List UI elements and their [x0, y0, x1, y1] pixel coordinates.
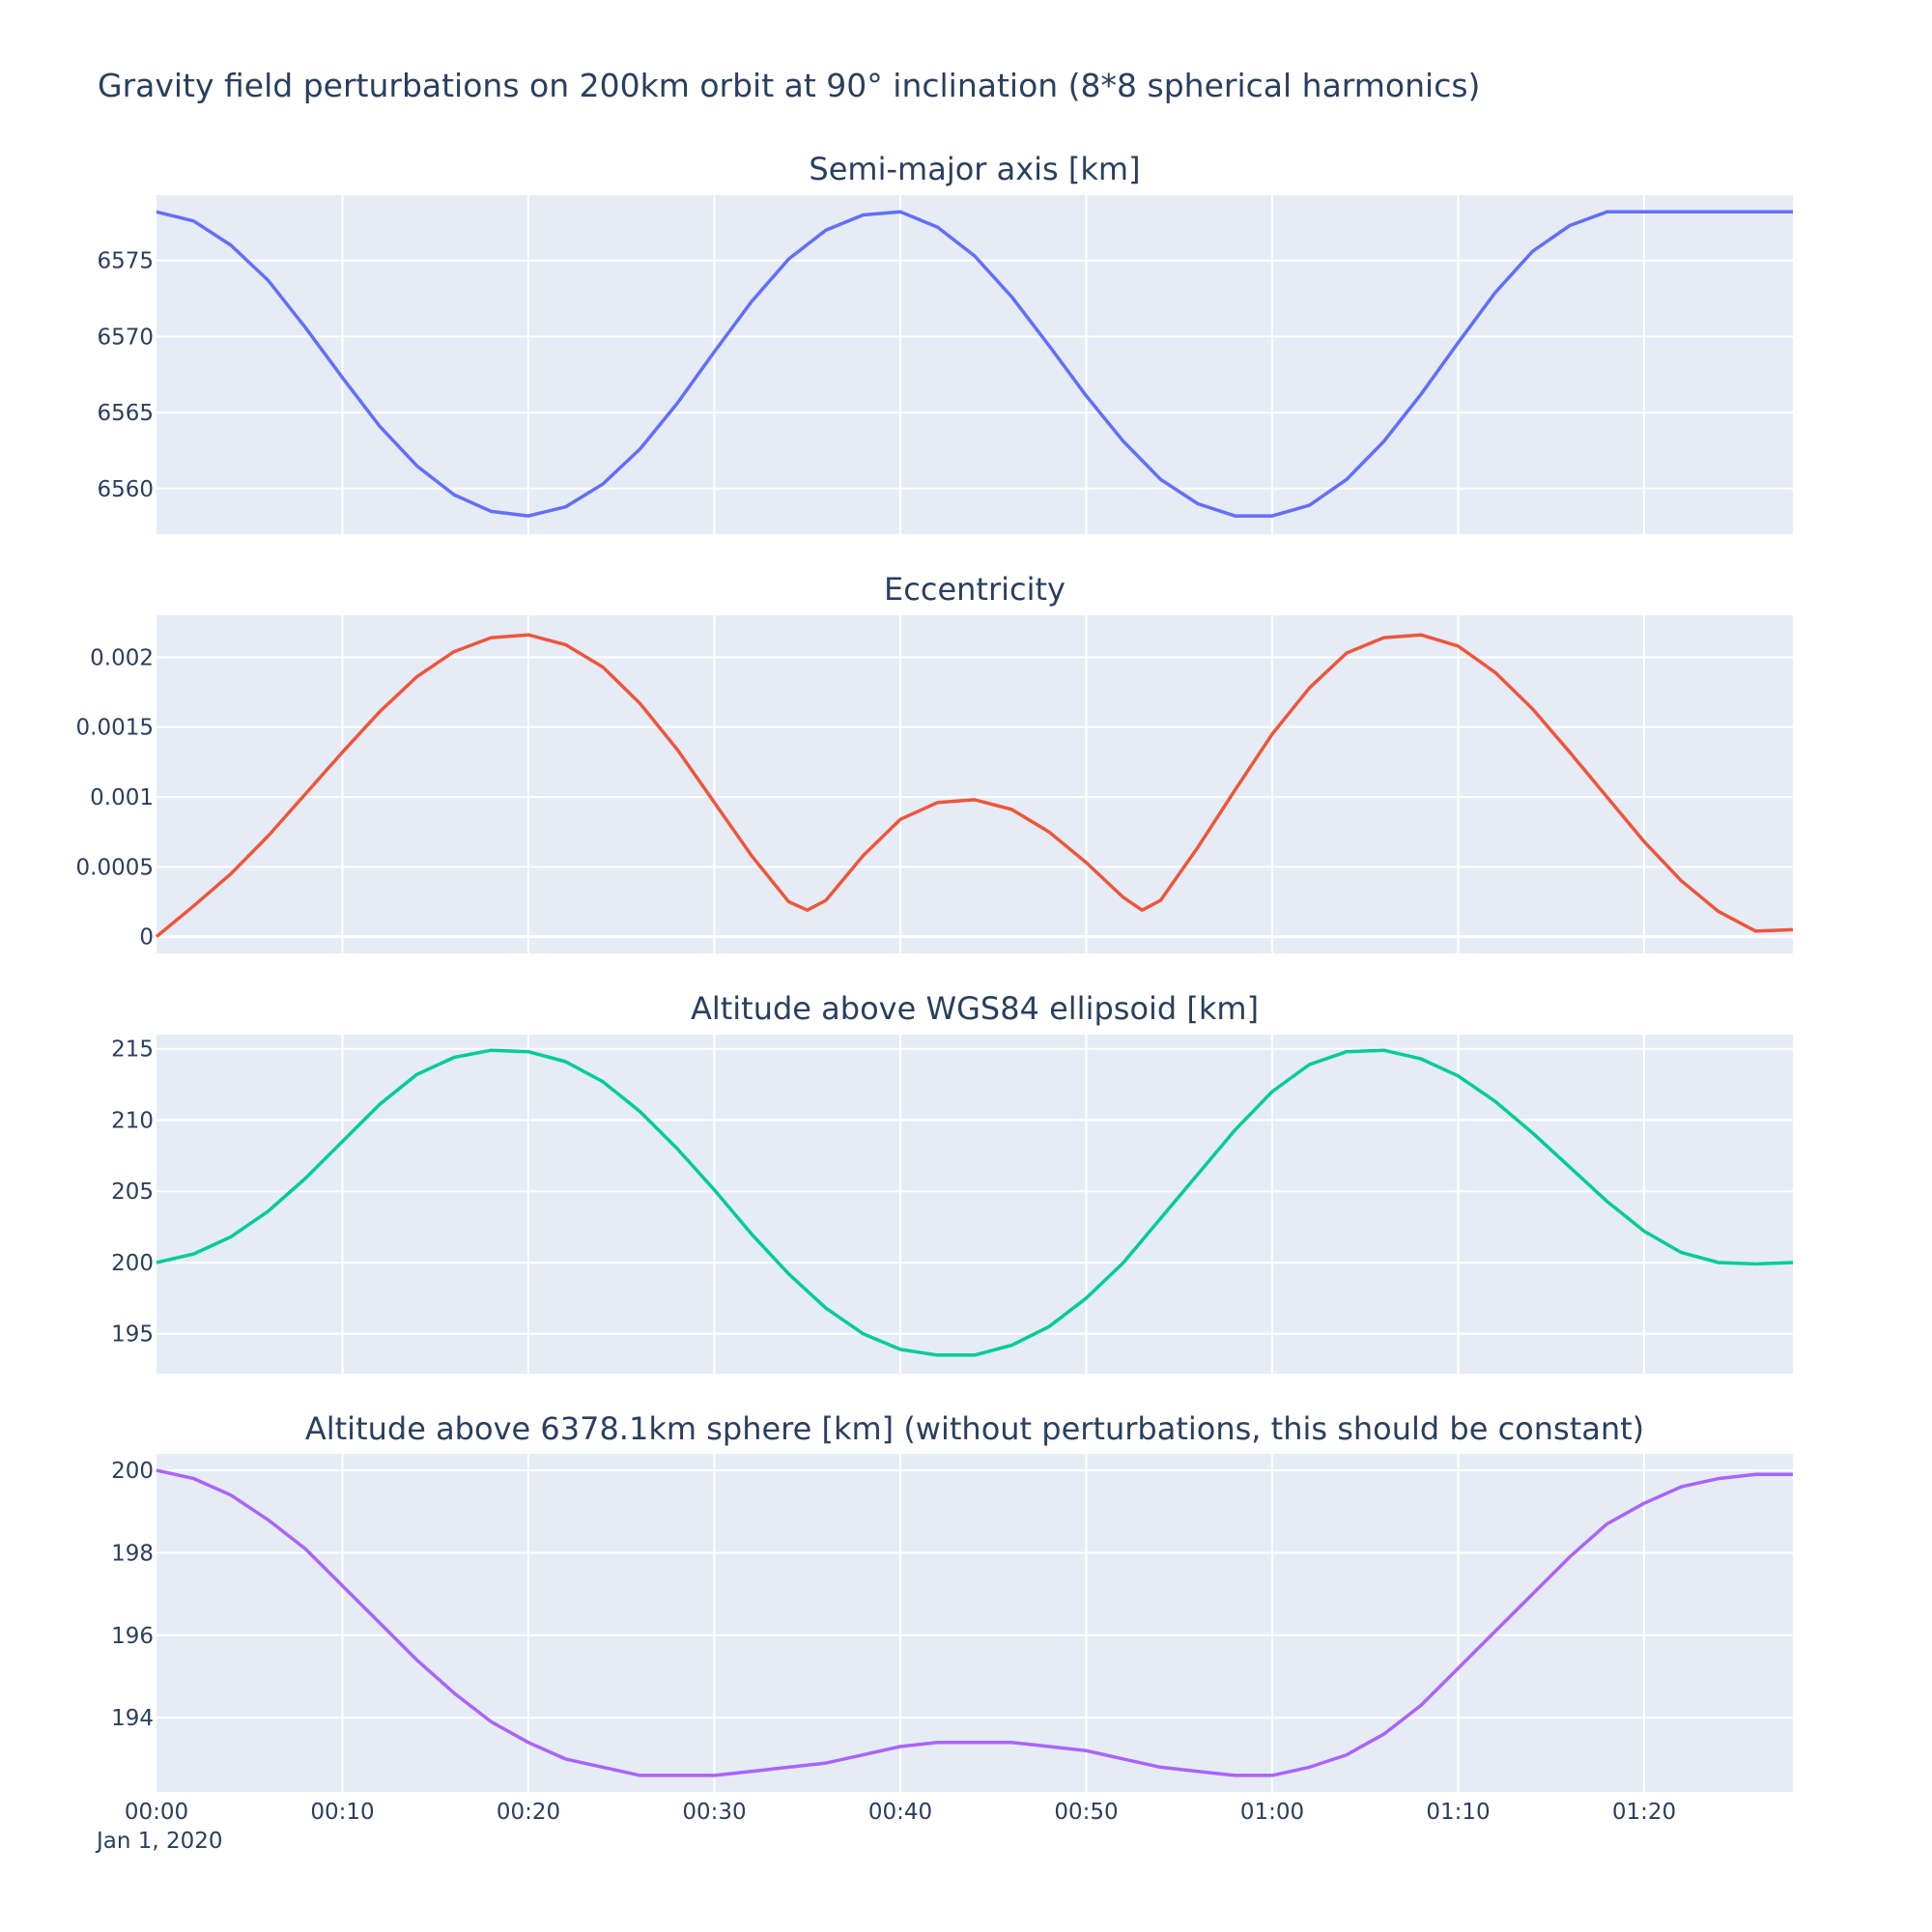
y-tick-label: 0.0005: [76, 855, 154, 880]
subplot-1: 6560 6565 6570 6575 Semi-major axis [km]: [97, 151, 1793, 534]
y-tick-label: 210: [111, 1108, 154, 1133]
plot-area: [156, 615, 1793, 953]
x-tick-label: 00:50: [1054, 1800, 1118, 1825]
y-tick-label: 6560: [97, 477, 154, 502]
x-tick-label: 00:00: [125, 1800, 188, 1825]
series-line: [156, 210, 1793, 518]
y-tick-label: 0.0015: [76, 716, 154, 741]
series-line: [156, 1048, 1794, 1357]
x-tick-label: 01:10: [1426, 1800, 1490, 1825]
y-tick-label: 198: [111, 1541, 154, 1566]
y-tick-label: 0: [139, 925, 154, 951]
y-tick-label: 0.002: [90, 645, 154, 670]
x-tick-label: 00:40: [868, 1800, 932, 1825]
figure-title: Gravity field perturbations on 200km orb…: [98, 67, 1480, 104]
y-tick-label: 205: [111, 1179, 154, 1205]
subplot-title: Altitude above WGS84 ellipsoid [km]: [691, 990, 1259, 1027]
y-tick-label: 6565: [97, 401, 154, 426]
y-tick-label: 200: [111, 1459, 154, 1484]
y-tick-label: 215: [111, 1037, 154, 1063]
y-tick-label: 0.001: [90, 785, 154, 810]
plot-area: [156, 1454, 1793, 1792]
x-tick-label: 01:00: [1240, 1800, 1304, 1825]
plot-area: [156, 1035, 1793, 1374]
plot-area: [156, 195, 1793, 534]
y-tick-label: 200: [111, 1251, 154, 1276]
subplot-title: Eccentricity: [884, 571, 1065, 608]
subplot-title: Altitude above 6378.1km sphere [km] (wit…: [305, 1410, 1644, 1447]
subplot-3: 195 200 205 210 215 Altitude above WGS84 elli…: [111, 990, 1794, 1374]
series-line: [155, 633, 1794, 938]
x-tick-label: 00:30: [682, 1800, 746, 1825]
subplot-title: Semi-major axis [km]: [809, 151, 1140, 187]
x-date-label: Jan 1, 2020: [95, 1829, 223, 1854]
x-axis: 00:00 00:10 00:20 00:30 00:40 00:50 01:00 01:10…: [95, 1800, 1676, 1854]
y-tick-label: 6575: [97, 249, 154, 274]
series-line: [156, 1468, 1793, 1777]
subplot-2: 0 0.0005 0.001 0.0015 0.002 Eccentricity: [76, 571, 1794, 953]
x-tick-label: 01:20: [1612, 1800, 1676, 1825]
y-tick-label: 194: [111, 1706, 154, 1731]
x-tick-label: 00:20: [497, 1800, 560, 1825]
subplot-4: 194 196 198 200 Altitude above 6378.1km sphe…: [111, 1410, 1793, 1792]
y-tick-label: 6570: [97, 325, 154, 350]
y-tick-label: 196: [111, 1624, 154, 1649]
y-tick-label: 195: [111, 1322, 154, 1348]
subplots: 6560 6565 6570 6575 Semi-major axis [km] 0 0.0…: [76, 151, 1794, 1792]
x-tick-label: 00:10: [310, 1800, 374, 1825]
